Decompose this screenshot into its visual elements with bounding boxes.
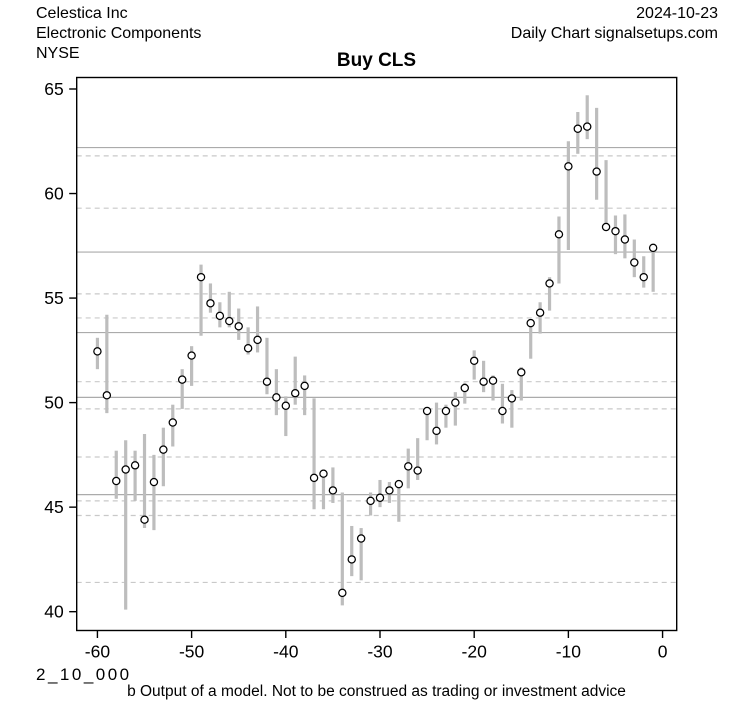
close-marker	[488, 376, 498, 385]
chart-title: Buy CLS	[336, 50, 417, 71]
close-marker	[300, 381, 309, 391]
y-axis-label: 60	[44, 184, 64, 204]
exchange-label: NYSE	[36, 45, 80, 62]
close-marker	[573, 124, 583, 133]
close-marker	[441, 406, 451, 416]
close-marker	[385, 486, 394, 495]
close-marker	[140, 515, 149, 524]
x-axis-label: -50	[179, 642, 205, 662]
close-marker	[309, 473, 319, 483]
header-left: Celestica Inc Electronic Components NYSE	[36, 4, 201, 64]
x-axis-label: -10	[556, 642, 582, 662]
close-marker	[611, 226, 620, 236]
x-axis-label: 0	[658, 642, 668, 662]
close-marker	[215, 311, 225, 321]
y-axis-label: 65	[44, 79, 63, 99]
industry-label: Electronic Components	[36, 25, 202, 42]
close-marker	[366, 496, 375, 506]
x-axis-label: -40	[273, 642, 299, 662]
company-name: Celestica Inc	[36, 5, 128, 22]
close-marker	[592, 167, 601, 176]
close-marker	[639, 272, 648, 282]
x-axis-label: -60	[85, 642, 111, 662]
close-marker	[177, 375, 187, 384]
header-right: 2024-10-23 Daily Chart signalsetups.com	[511, 4, 718, 44]
plot-border	[75, 76, 678, 632]
close-marker	[102, 391, 112, 400]
close-marker	[328, 486, 338, 495]
close-marker	[206, 299, 215, 308]
close-marker	[130, 461, 140, 470]
close-marker	[196, 272, 206, 282]
close-marker	[582, 122, 592, 131]
close-marker	[507, 394, 517, 403]
close-marker	[338, 588, 347, 598]
close-marker	[469, 356, 479, 366]
close-marker	[564, 162, 573, 171]
close-marker	[498, 406, 507, 416]
close-marker	[517, 368, 526, 377]
close-marker	[262, 377, 272, 386]
close-marker	[159, 445, 168, 454]
close-marker	[545, 279, 554, 288]
chart-source: Daily Chart signalsetups.com	[510, 25, 718, 42]
close-marker	[630, 258, 639, 267]
close-marker	[149, 477, 159, 487]
close-marker	[648, 243, 658, 253]
close-marker	[535, 308, 545, 317]
close-marker	[93, 347, 102, 356]
close-marker	[394, 479, 404, 489]
y-axis-label: 40	[44, 602, 64, 622]
close-marker	[413, 466, 422, 475]
x-axis-label: -30	[367, 642, 393, 662]
close-marker	[121, 465, 130, 474]
close-marker	[620, 235, 630, 244]
close-marker	[432, 426, 441, 436]
disclaimer-text: b Output of a model. Not to be construed…	[127, 683, 626, 700]
chart-date: 2024-10-23	[636, 5, 718, 22]
close-marker	[168, 418, 178, 427]
close-marker	[253, 335, 262, 345]
close-marker	[479, 377, 488, 386]
y-axis-label: 55	[44, 288, 63, 308]
model-code: 2_10_000	[36, 665, 132, 684]
close-marker	[319, 469, 328, 478]
close-marker	[526, 318, 535, 328]
close-marker	[225, 316, 234, 326]
close-marker	[451, 398, 460, 407]
close-marker	[290, 388, 300, 398]
close-marker	[234, 322, 243, 331]
close-marker	[601, 222, 611, 232]
close-marker	[243, 344, 253, 353]
close-marker	[404, 462, 413, 471]
x-axis-label: -20	[462, 642, 488, 662]
close-marker	[422, 406, 432, 416]
close-marker	[356, 534, 366, 543]
close-marker	[554, 230, 564, 239]
close-marker	[347, 555, 356, 564]
y-axis-label: 50	[44, 393, 64, 413]
y-axis-label: 45	[44, 497, 63, 517]
close-marker	[375, 493, 385, 502]
close-marker	[281, 401, 291, 410]
close-marker	[460, 383, 469, 393]
close-marker	[112, 476, 121, 486]
close-marker	[272, 393, 281, 402]
close-marker	[187, 351, 196, 360]
